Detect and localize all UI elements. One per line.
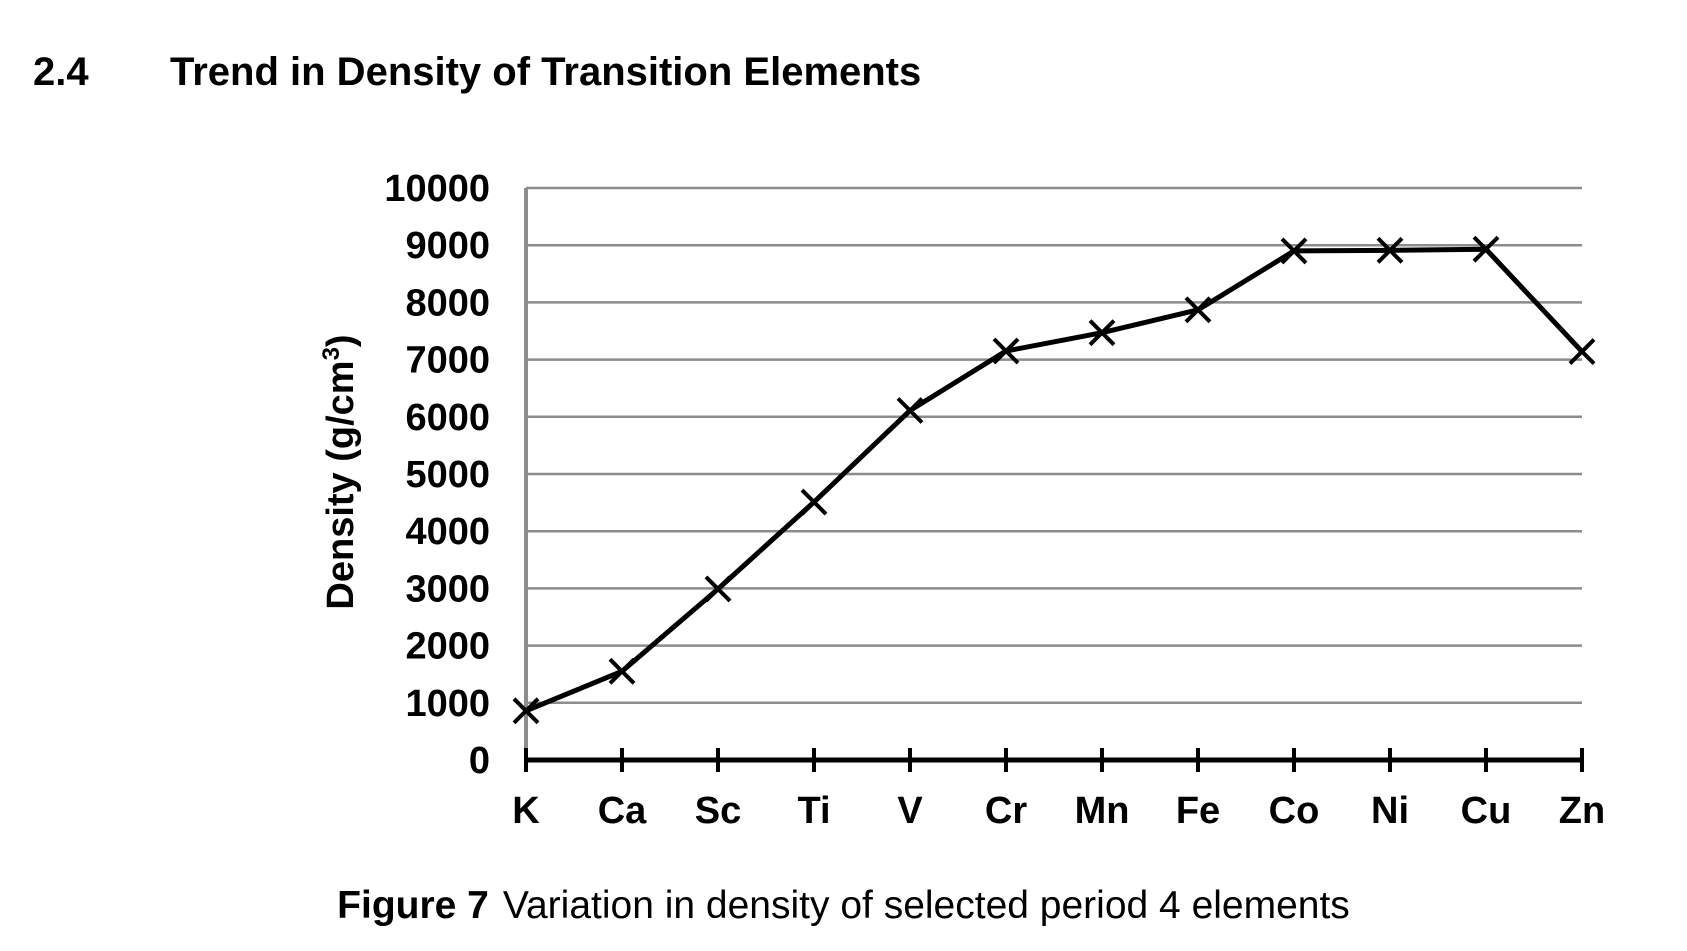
data-point-markers — [512, 235, 1596, 725]
y-axis-title-superscript: 3 — [318, 347, 345, 360]
y-tick-label-8000: 8000 — [405, 282, 490, 324]
y-tick-label-5000: 5000 — [405, 454, 490, 496]
x-tick-label-Zn: Zn — [1559, 790, 1605, 832]
x-tick-label-Sc: Sc — [695, 790, 741, 832]
section-title: Trend in Density of Transition Elements — [170, 50, 922, 94]
y-tick-label-3000: 3000 — [405, 568, 490, 610]
figure-caption: Figure 7 Variation in density of selected… — [0, 884, 1687, 928]
y-tick-label-9000: 9000 — [405, 225, 490, 267]
data-point-Co — [1280, 237, 1308, 265]
figure-label: Figure 7 — [337, 884, 489, 927]
y-tick-label-0: 0 — [469, 740, 490, 782]
x-tick-label-Co: Co — [1269, 790, 1320, 832]
series-line — [525, 246, 1584, 714]
series-line-0 — [525, 246, 1584, 714]
gridlines — [526, 186, 1582, 705]
y-tick-label-6000: 6000 — [405, 397, 490, 439]
axes — [524, 188, 1584, 772]
x-tick-label-V: V — [897, 790, 923, 832]
y-axis-title-suffix: ) — [320, 334, 362, 347]
x-tick-label-Cu: Cu — [1461, 790, 1512, 832]
data-point-Zn — [1568, 338, 1596, 366]
y-tick-label-1000: 1000 — [405, 683, 490, 725]
x-tick-label-K: K — [512, 790, 540, 832]
data-point-V — [896, 397, 924, 424]
data-point-Cu — [1472, 235, 1500, 263]
y-axis-title-main: Density (g/cm — [320, 360, 362, 609]
x-tick-labels: K Ca Sc Ti V Cr Mn Fe Co Ni Cu Zn — [512, 790, 1605, 832]
x-tick-label-Ni: Ni — [1371, 790, 1409, 832]
data-point-K — [512, 697, 540, 725]
data-point-Ni — [1376, 236, 1404, 264]
y-tick-label-10000: 10000 — [384, 168, 490, 210]
figure-caption-text: Variation in density of selected period … — [502, 884, 1350, 927]
section-number: 2.4 — [33, 50, 89, 94]
y-axis-title: Density (g/cm3) — [318, 334, 362, 609]
y-tick-label-2000: 2000 — [405, 626, 490, 668]
x-tick-label-Ti: Ti — [797, 790, 830, 832]
x-tick-label-Ca: Ca — [598, 790, 647, 832]
data-point-Cr — [992, 337, 1020, 365]
x-tick-label-Cr: Cr — [985, 790, 1027, 832]
y-tick-labels: 0 1000 2000 3000 4000 5000 6000 7000 8000 9000 100… — [384, 168, 490, 782]
y-tick-label-4000: 4000 — [405, 511, 490, 553]
data-point-Ca — [608, 657, 636, 685]
data-point-Sc — [704, 575, 732, 603]
data-point-Ti — [800, 488, 828, 516]
y-tick-label-7000: 7000 — [405, 340, 490, 382]
x-tick-label-Mn: Mn — [1075, 790, 1130, 832]
data-point-Fe — [1184, 296, 1212, 324]
x-tick-label-Fe: Fe — [1176, 790, 1220, 832]
data-point-Mn — [1088, 319, 1116, 347]
